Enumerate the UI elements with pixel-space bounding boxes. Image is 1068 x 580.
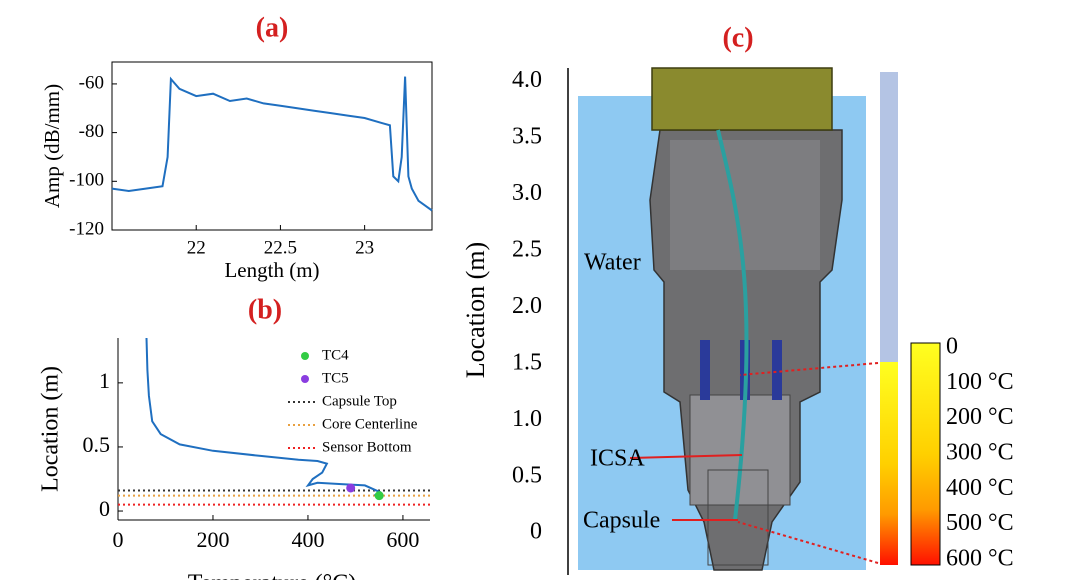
- x-tick-label: 200: [196, 527, 229, 552]
- colorbar-tick-label: 300 °C: [946, 440, 1014, 466]
- y-axis-label: Location (m): [461, 242, 490, 378]
- x-tick-label: 22: [187, 237, 206, 258]
- colorbar: [910, 342, 941, 566]
- panel-title: (c): [722, 22, 753, 53]
- y-tick-label: 0.5: [83, 432, 111, 457]
- y-tick-label: -60: [79, 72, 104, 93]
- colorbar-tick-label: 400 °C: [946, 475, 1014, 501]
- data-point: [374, 491, 384, 501]
- legend-label: Core Centerline: [322, 416, 418, 432]
- y-tick-label: 0: [530, 519, 542, 545]
- x-tick-label: 23: [355, 237, 374, 258]
- y-tick-label: 3.0: [512, 180, 542, 206]
- annotation: ICSA: [590, 446, 645, 472]
- y-tick-label: 1: [99, 368, 110, 393]
- annotation: Water: [584, 250, 641, 276]
- colorbar-tick-label: 600 °C: [946, 546, 1014, 572]
- colorbar-tick-label: 0: [946, 334, 958, 360]
- x-tick-label: 22.5: [264, 237, 297, 258]
- y-tick-label: 3.5: [512, 124, 542, 150]
- colorbar-tick-label: 500 °C: [946, 510, 1014, 536]
- reactor-drawing: [629, 67, 879, 571]
- plot-frame: [111, 61, 433, 231]
- y-tick-label: 0: [99, 496, 110, 521]
- y-tick-label: 1.0: [512, 406, 542, 432]
- y-tick-label: -80: [79, 121, 104, 142]
- y-tick-label: 0.5: [512, 462, 542, 488]
- y-tick-label: -100: [69, 170, 104, 191]
- legend-label: Capsule Top: [322, 393, 397, 409]
- y-axis-label: Amp (dB/mm): [40, 84, 64, 208]
- y-tick-label: 2.0: [512, 293, 542, 319]
- legend-marker: [301, 375, 309, 383]
- data-point: [346, 483, 356, 493]
- y-tick-label: -120: [69, 218, 104, 239]
- annotation: Capsule: [583, 508, 660, 534]
- colorbar-tick-label: 200 °C: [946, 404, 1014, 430]
- y-tick-label: 4.0: [512, 67, 542, 93]
- legend-marker: [301, 352, 309, 360]
- legend-label: TC5: [322, 370, 349, 386]
- x-tick-label: 0: [113, 527, 124, 552]
- y-tick-label: 1.5: [512, 349, 542, 375]
- data-line: [145, 337, 382, 497]
- legend-label: Sensor Bottom: [322, 439, 412, 455]
- x-tick-label: 400: [291, 527, 324, 552]
- y-tick-label: 2.5: [512, 236, 542, 262]
- legend-label: TC4: [322, 347, 349, 363]
- colorbar-tick-label: 100 °C: [946, 369, 1014, 395]
- data-line: [111, 76, 433, 212]
- temperature-strip: [880, 362, 898, 565]
- panel-title: (a): [256, 12, 289, 43]
- x-axis-label: Length (m): [224, 258, 319, 282]
- x-tick-label: 600: [386, 527, 419, 552]
- panel-title: (b): [248, 294, 282, 325]
- x-axis-label: Temperature (°C): [188, 571, 357, 580]
- y-axis-label: Location (m): [38, 366, 64, 492]
- water-strip: [880, 72, 898, 362]
